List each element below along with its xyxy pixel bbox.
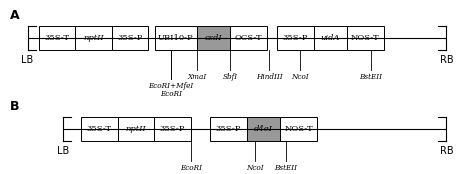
- Text: LB: LB: [21, 55, 34, 65]
- Text: SbfI: SbfI: [223, 73, 238, 81]
- Bar: [75, 26, 112, 50]
- Text: nptII: nptII: [126, 125, 146, 133]
- Bar: [155, 26, 197, 50]
- Bar: [154, 117, 191, 141]
- Text: csdI: csdI: [205, 34, 222, 42]
- Text: RB: RB: [439, 146, 453, 156]
- Text: HindIII: HindIII: [256, 73, 283, 81]
- Text: 35S-P: 35S-P: [160, 125, 185, 133]
- Text: NcoI: NcoI: [246, 164, 264, 172]
- Bar: [277, 26, 314, 50]
- Text: nptII: nptII: [83, 34, 104, 42]
- Text: NOS-T: NOS-T: [351, 34, 380, 42]
- Bar: [280, 117, 317, 141]
- Text: NcoI: NcoI: [292, 73, 309, 81]
- Text: uidA: uidA: [320, 34, 340, 42]
- Text: A: A: [10, 9, 19, 22]
- Text: 35S-T: 35S-T: [87, 125, 112, 133]
- Text: EcoRI: EcoRI: [180, 164, 201, 172]
- Text: RB: RB: [439, 55, 453, 65]
- Text: OCS-T: OCS-T: [235, 34, 263, 42]
- Text: NOS-T: NOS-T: [284, 125, 313, 133]
- Text: B: B: [10, 100, 19, 113]
- Text: 35S-P: 35S-P: [118, 34, 143, 42]
- Text: 35S-P: 35S-P: [283, 34, 308, 42]
- Bar: [347, 26, 383, 50]
- Bar: [197, 26, 230, 50]
- Text: 35S-T: 35S-T: [45, 34, 70, 42]
- Text: XmaI: XmaI: [187, 73, 207, 81]
- Bar: [230, 26, 267, 50]
- Bar: [247, 117, 280, 141]
- Text: LB: LB: [57, 146, 69, 156]
- Bar: [314, 26, 347, 50]
- Text: EcoRI+MfeI: EcoRI+MfeI: [148, 82, 194, 90]
- Text: d4eI: d4eI: [254, 125, 273, 133]
- Bar: [112, 26, 148, 50]
- Text: BstEII: BstEII: [359, 73, 382, 81]
- Text: 35S-P: 35S-P: [216, 125, 241, 133]
- Text: EcoRI: EcoRI: [160, 90, 182, 98]
- Text: UBI10-P: UBI10-P: [158, 34, 193, 42]
- Text: BstEII: BstEII: [274, 164, 298, 172]
- Bar: [210, 117, 247, 141]
- Bar: [39, 26, 75, 50]
- Bar: [118, 117, 154, 141]
- Bar: [81, 117, 118, 141]
